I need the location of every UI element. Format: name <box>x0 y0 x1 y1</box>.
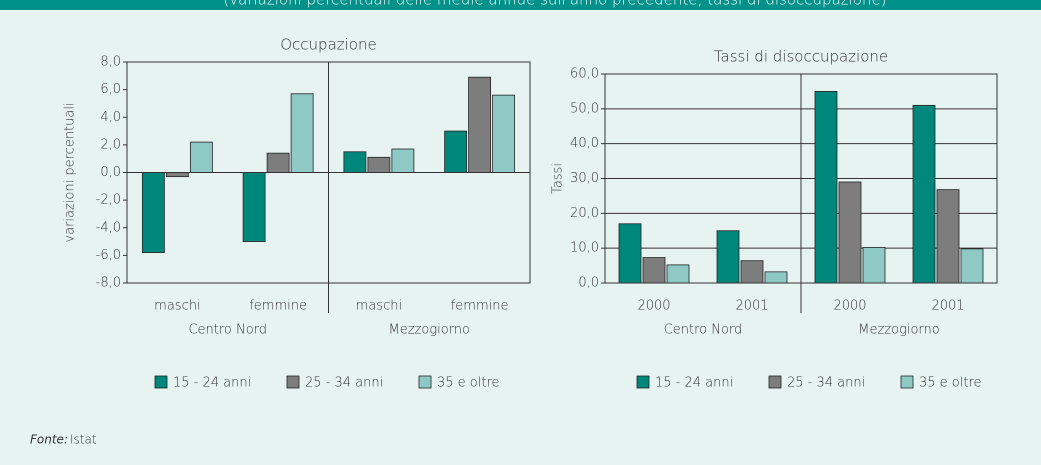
y-tick-label: -8,0 <box>96 276 121 291</box>
chart-title: Occupazione <box>280 36 376 54</box>
bar <box>444 130 468 173</box>
bar <box>716 230 740 284</box>
group-label: Centro Nord <box>664 323 743 338</box>
bar <box>642 257 666 284</box>
y-tick-label: -2,0 <box>96 193 121 208</box>
legend-label: 35 e oltre <box>437 376 500 391</box>
bar <box>936 189 960 284</box>
bar <box>242 172 266 242</box>
header-band <box>0 0 1041 10</box>
header-text: (variazioni percentuali delle medie annu… <box>223 0 886 9</box>
bar <box>141 172 165 254</box>
legend-label: 15 - 24 anni <box>655 376 733 391</box>
group-label: Centro Nord <box>188 323 267 338</box>
y-tick-label: 20,0 <box>570 206 599 221</box>
bar <box>492 94 516 173</box>
bar <box>618 223 642 284</box>
x-tick-label: 2001 <box>931 299 964 314</box>
y-tick-label: 2,0 <box>100 137 121 152</box>
y-tick-label: 60,0 <box>570 67 599 82</box>
legend-label: 15 - 24 anni <box>173 376 251 391</box>
legend-label: 25 - 34 anni <box>787 376 865 391</box>
x-tick-label: 2001 <box>735 299 768 314</box>
bar <box>960 248 984 284</box>
legend-swatch <box>418 375 432 389</box>
y-tick-label: 0,0 <box>100 165 121 180</box>
chart-title: Tassi di disoccupazione <box>714 48 888 66</box>
y-tick-label: 50,0 <box>570 101 599 116</box>
x-tick-label: 2000 <box>637 299 670 314</box>
bar <box>814 91 838 284</box>
bar <box>391 148 415 173</box>
bar <box>740 260 764 284</box>
y-tick-label: -6,0 <box>96 248 121 263</box>
y-tick-label: 4,0 <box>100 110 121 125</box>
legend-label: 35 e oltre <box>919 376 982 391</box>
bar <box>367 156 391 173</box>
bar <box>266 152 290 173</box>
legend-label: 25 - 34 anni <box>305 376 383 391</box>
bar <box>912 104 936 284</box>
bar <box>838 181 862 284</box>
y-tick-label: -4,0 <box>96 220 121 235</box>
bar <box>165 172 189 178</box>
source-label: Fonte: <box>30 433 68 447</box>
y-axis-label: Tassi <box>551 163 566 194</box>
legend-swatch <box>768 375 782 389</box>
x-tick-label: maschi <box>154 299 200 314</box>
legend-swatch <box>636 375 650 389</box>
x-tick-label: 2000 <box>833 299 866 314</box>
y-tick-label: 30,0 <box>570 171 599 186</box>
bar <box>862 247 886 284</box>
x-tick-label: femmine <box>451 299 509 314</box>
y-tick-label: 40,0 <box>570 136 599 151</box>
y-tick-label: 0,0 <box>578 276 599 291</box>
bar <box>666 264 690 284</box>
legend-swatch <box>154 375 168 389</box>
group-label: Mezzogiorno <box>389 323 471 338</box>
y-tick-label: 6,0 <box>100 82 121 97</box>
x-tick-label: femmine <box>249 299 307 314</box>
x-tick-label: maschi <box>356 299 402 314</box>
legend-swatch <box>286 375 300 389</box>
y-axis-label: variazioni percentuali <box>63 102 78 242</box>
y-tick-label: 10,0 <box>570 241 599 256</box>
bar <box>290 93 314 173</box>
source-text: Istat <box>70 433 97 447</box>
bar <box>468 76 492 173</box>
y-tick-label: 8,0 <box>100 55 121 70</box>
bar <box>764 271 788 284</box>
bar <box>189 141 213 173</box>
bar <box>343 151 367 173</box>
legend-swatch <box>900 375 914 389</box>
group-label: Mezzogiorno <box>858 323 940 338</box>
